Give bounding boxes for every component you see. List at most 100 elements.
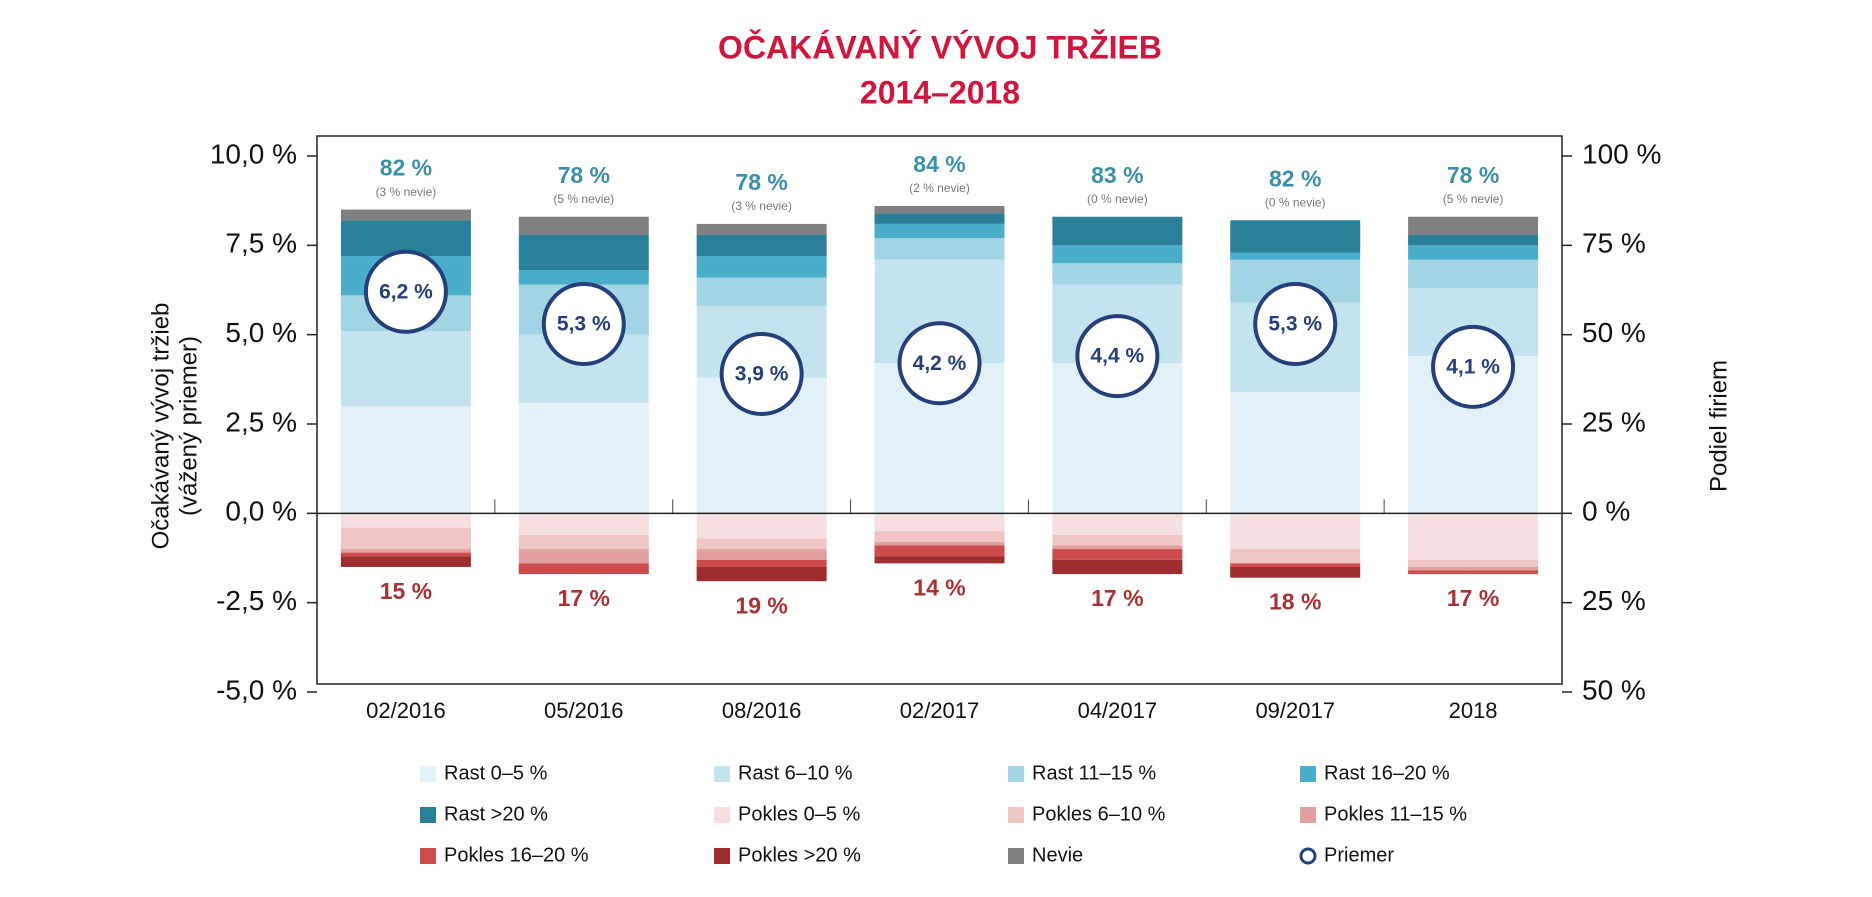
bar-segment (874, 545, 1005, 557)
bar-segment (874, 513, 1005, 532)
bar-segment (1408, 216, 1539, 235)
legend-label: Rast 6–10 % (738, 762, 853, 784)
bar-segment (1408, 245, 1539, 260)
legend-swatch (1299, 847, 1317, 865)
average-label: 4,2 % (913, 352, 967, 375)
bar-segment (1408, 259, 1539, 289)
y2-tick-label: 50 % (1582, 674, 1646, 705)
average-marker (897, 321, 982, 406)
y-tick-label: 0,0 % (225, 496, 297, 527)
x-tick-label: 05/2016 (544, 698, 624, 723)
legend-label: Rast 0–5 % (444, 762, 548, 784)
bar-segment (1230, 391, 1361, 514)
legend-label: Pokles 0–5 % (738, 803, 861, 825)
bar-segment (1408, 570, 1539, 575)
bar-segment (340, 556, 471, 567)
legend-label: Pokles 16–20 % (444, 844, 589, 866)
bar-segment (874, 531, 1005, 542)
bar-segment (340, 527, 471, 550)
bar-segment (696, 559, 827, 567)
bar-segment (696, 566, 827, 582)
bar-segment (340, 331, 471, 407)
bar-segment (518, 549, 649, 564)
x-tick-label: 2018 (1449, 698, 1498, 723)
legend-swatch (714, 766, 730, 782)
legend-label: Rast >20 % (444, 803, 548, 825)
bar-segment (1230, 513, 1361, 550)
bar-segment (696, 549, 827, 560)
bar-segment (340, 513, 471, 528)
bar-segment (518, 402, 649, 514)
bar-segment (1052, 549, 1183, 560)
growth-label: 78 % (735, 169, 787, 195)
bar-segment (1230, 220, 1361, 253)
nevie-label: (2 % nevie) (909, 181, 970, 195)
legend-swatch (420, 848, 436, 864)
bar-segment (1230, 563, 1361, 567)
y2-tick-label: 100 % (1582, 138, 1661, 169)
bar-segment (518, 563, 649, 575)
average-marker (1431, 324, 1516, 409)
nevie-label: (0 % nevie) (1087, 192, 1148, 206)
bar-segment (1052, 545, 1183, 550)
bar-segment (696, 538, 827, 550)
average-marker (1075, 314, 1160, 399)
legend-label: Pokles >20 % (738, 844, 861, 866)
growth-label: 82 % (1269, 165, 1321, 191)
legend-label: Priemer (1324, 844, 1394, 866)
legend-swatch (1300, 807, 1316, 823)
decline-label: 18 % (1269, 589, 1321, 615)
bar-segment (874, 213, 1005, 224)
y2-tick-label: 25 % (1582, 406, 1646, 437)
bar-segment (874, 556, 1005, 564)
decline-label: 17 % (1091, 585, 1143, 611)
bar-segment (874, 541, 1005, 546)
bar-segment (1052, 534, 1183, 546)
bar-segment (340, 552, 471, 557)
bar-segment (1052, 245, 1183, 264)
legend-label: Nevie (1032, 844, 1083, 866)
bar-segment (874, 223, 1005, 239)
bar-segment (696, 256, 827, 278)
y2-tick-label: 25 % (1582, 585, 1646, 616)
y-tick-label: 7,5 % (225, 228, 297, 259)
bar-segment (340, 209, 471, 221)
legend-swatch (1300, 766, 1316, 782)
decline-label: 15 % (380, 578, 432, 604)
bar-segment (696, 223, 827, 235)
bar-segment (696, 513, 827, 539)
y-tick-label: 5,0 % (225, 317, 297, 348)
growth-label: 82 % (380, 155, 432, 181)
legend-label: Rast 16–20 % (1324, 762, 1450, 784)
bar-segment (1408, 234, 1539, 246)
y2-tick-label: 75 % (1582, 228, 1646, 259)
x-tick-label: 04/2017 (1078, 698, 1158, 723)
bar-segment (1052, 263, 1183, 285)
bar-segment (518, 234, 649, 271)
bar-segment (518, 216, 649, 235)
y-tick-label: -5,0 % (216, 674, 297, 705)
chart-subtitle: 2014–2018 (860, 74, 1020, 110)
legend-swatch (714, 807, 730, 823)
growth-label: 84 % (913, 151, 965, 177)
legend-label: Pokles 6–10 % (1032, 803, 1166, 825)
average-marker (541, 281, 626, 366)
growth-label: 83 % (1091, 162, 1143, 188)
y2-tick-label: 50 % (1582, 317, 1646, 348)
y-tick-label: 2,5 % (225, 406, 297, 437)
plot-frame (316, 135, 1563, 685)
legend-label: Pokles 11–15 % (1324, 803, 1467, 825)
legend-swatch (420, 766, 436, 782)
x-tick-label: 09/2017 (1255, 698, 1335, 723)
bar-segment (1408, 559, 1539, 567)
bar-segment (1408, 513, 1539, 560)
y-tick-label: -2,5 % (216, 585, 297, 616)
bar-segment (1230, 549, 1361, 564)
bar-segment (1230, 566, 1361, 578)
decline-label: 17 % (558, 585, 610, 611)
nevie-label: (0 % nevie) (1265, 195, 1326, 209)
bar-segment (1230, 252, 1361, 260)
bar-segment (340, 549, 471, 553)
bar-segment (874, 206, 1005, 214)
bar-segment (1052, 513, 1183, 535)
